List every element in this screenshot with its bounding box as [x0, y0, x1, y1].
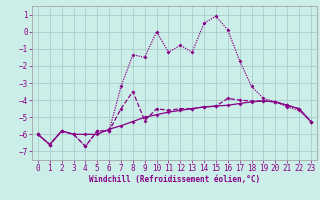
X-axis label: Windchill (Refroidissement éolien,°C): Windchill (Refroidissement éolien,°C) [89, 175, 260, 184]
